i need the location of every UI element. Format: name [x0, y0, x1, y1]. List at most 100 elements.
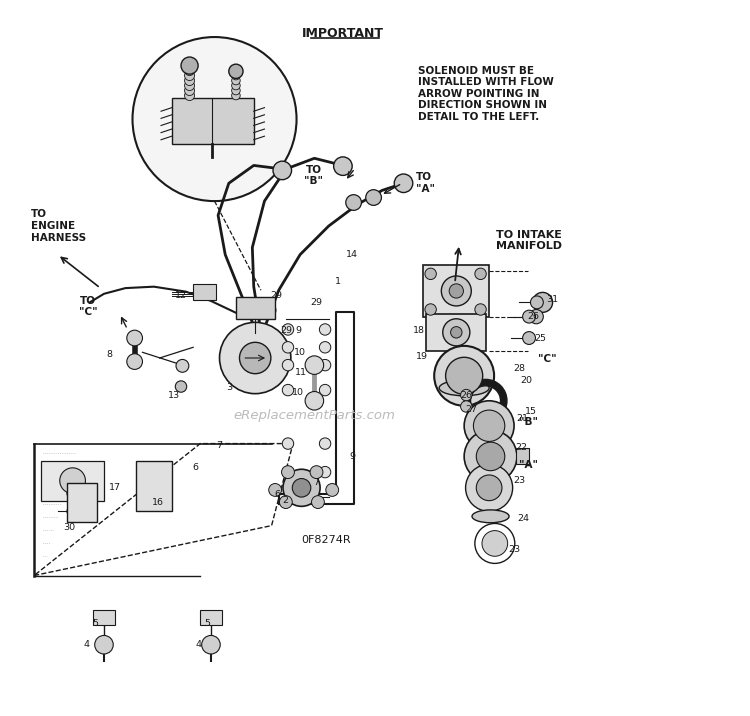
Text: TO
"C": TO "C"	[79, 296, 98, 317]
Text: 23: 23	[513, 476, 525, 485]
Circle shape	[127, 330, 142, 346]
Circle shape	[176, 359, 189, 372]
Circle shape	[451, 326, 462, 338]
Circle shape	[176, 381, 187, 392]
Bar	[136, 461, 172, 511]
Circle shape	[532, 292, 553, 312]
Text: SOLENOID MUST BE
INSTALLED WITH FLOW
ARROW POINTING IN
DIRECTION SHOWN IN
DETAIL: SOLENOID MUST BE INSTALLED WITH FLOW ARR…	[418, 66, 554, 122]
Circle shape	[202, 635, 220, 654]
Text: 26: 26	[527, 312, 539, 321]
Circle shape	[67, 506, 76, 516]
Text: 24: 24	[518, 514, 530, 523]
Circle shape	[232, 77, 240, 84]
Circle shape	[229, 64, 243, 79]
Text: TO
"B": TO "B"	[304, 165, 323, 186]
Circle shape	[282, 342, 294, 353]
Bar	[424, 266, 489, 316]
Circle shape	[460, 390, 472, 401]
Circle shape	[366, 190, 382, 205]
Circle shape	[184, 85, 194, 95]
Circle shape	[475, 268, 486, 279]
Circle shape	[434, 346, 494, 406]
Text: 9: 9	[350, 452, 355, 461]
Circle shape	[320, 342, 331, 353]
Circle shape	[464, 430, 517, 483]
Circle shape	[292, 478, 310, 497]
Circle shape	[263, 304, 276, 316]
Bar	[172, 97, 254, 144]
Circle shape	[252, 304, 266, 316]
Circle shape	[425, 268, 436, 279]
Circle shape	[280, 495, 292, 508]
Text: "A": "A"	[519, 460, 538, 470]
Text: 17: 17	[109, 483, 121, 493]
Text: 9: 9	[295, 326, 301, 335]
Circle shape	[242, 304, 254, 316]
Text: 19: 19	[416, 352, 428, 361]
Text: 13: 13	[168, 391, 180, 400]
Circle shape	[320, 359, 331, 371]
Bar	[516, 448, 529, 463]
Circle shape	[232, 86, 240, 95]
Text: 20: 20	[520, 377, 532, 385]
Text: 25: 25	[535, 334, 547, 342]
Circle shape	[425, 304, 436, 315]
Circle shape	[268, 483, 281, 496]
Text: 15: 15	[524, 407, 536, 416]
Circle shape	[305, 392, 324, 410]
Ellipse shape	[440, 380, 489, 396]
Circle shape	[460, 401, 472, 412]
Text: 16: 16	[152, 498, 164, 507]
Circle shape	[464, 401, 514, 450]
Circle shape	[394, 174, 412, 193]
Text: eReplacementParts.com: eReplacementParts.com	[233, 409, 395, 422]
Circle shape	[282, 324, 294, 335]
Circle shape	[476, 475, 502, 500]
Text: 2: 2	[282, 496, 288, 505]
Circle shape	[282, 466, 294, 478]
Text: 22: 22	[515, 442, 527, 452]
Text: 0F8274R: 0F8274R	[302, 535, 351, 545]
Text: 29: 29	[310, 298, 322, 307]
Text: 5: 5	[92, 619, 98, 628]
Text: 4: 4	[195, 640, 201, 649]
Text: 30: 30	[64, 523, 76, 532]
Circle shape	[320, 324, 331, 335]
Text: 26: 26	[460, 391, 472, 400]
Text: 27: 27	[465, 405, 477, 414]
Circle shape	[523, 310, 536, 323]
Text: 18: 18	[413, 326, 425, 335]
Circle shape	[346, 195, 362, 211]
Circle shape	[133, 37, 296, 201]
Circle shape	[529, 309, 543, 324]
Text: 10: 10	[294, 348, 306, 357]
Bar	[92, 610, 116, 626]
Circle shape	[67, 488, 76, 498]
Text: 11: 11	[295, 368, 307, 377]
Circle shape	[232, 91, 240, 100]
Circle shape	[466, 464, 513, 511]
Text: IMPORTANT: IMPORTANT	[302, 27, 384, 40]
Text: 10: 10	[292, 388, 304, 397]
Ellipse shape	[472, 510, 509, 523]
Circle shape	[446, 357, 483, 395]
Circle shape	[310, 465, 323, 478]
Circle shape	[320, 384, 331, 396]
Circle shape	[281, 465, 295, 478]
Circle shape	[94, 635, 113, 654]
Circle shape	[220, 322, 291, 394]
Circle shape	[523, 332, 536, 344]
Circle shape	[283, 469, 320, 506]
Bar	[236, 297, 275, 319]
Circle shape	[320, 438, 331, 450]
Circle shape	[449, 284, 464, 298]
Circle shape	[282, 438, 294, 450]
Circle shape	[282, 359, 294, 371]
Circle shape	[232, 72, 240, 80]
Circle shape	[311, 495, 324, 508]
Text: "B": "B"	[519, 417, 538, 427]
Text: 28: 28	[513, 364, 525, 373]
Bar	[41, 461, 104, 500]
Text: 31: 31	[546, 295, 558, 304]
Circle shape	[60, 468, 86, 493]
